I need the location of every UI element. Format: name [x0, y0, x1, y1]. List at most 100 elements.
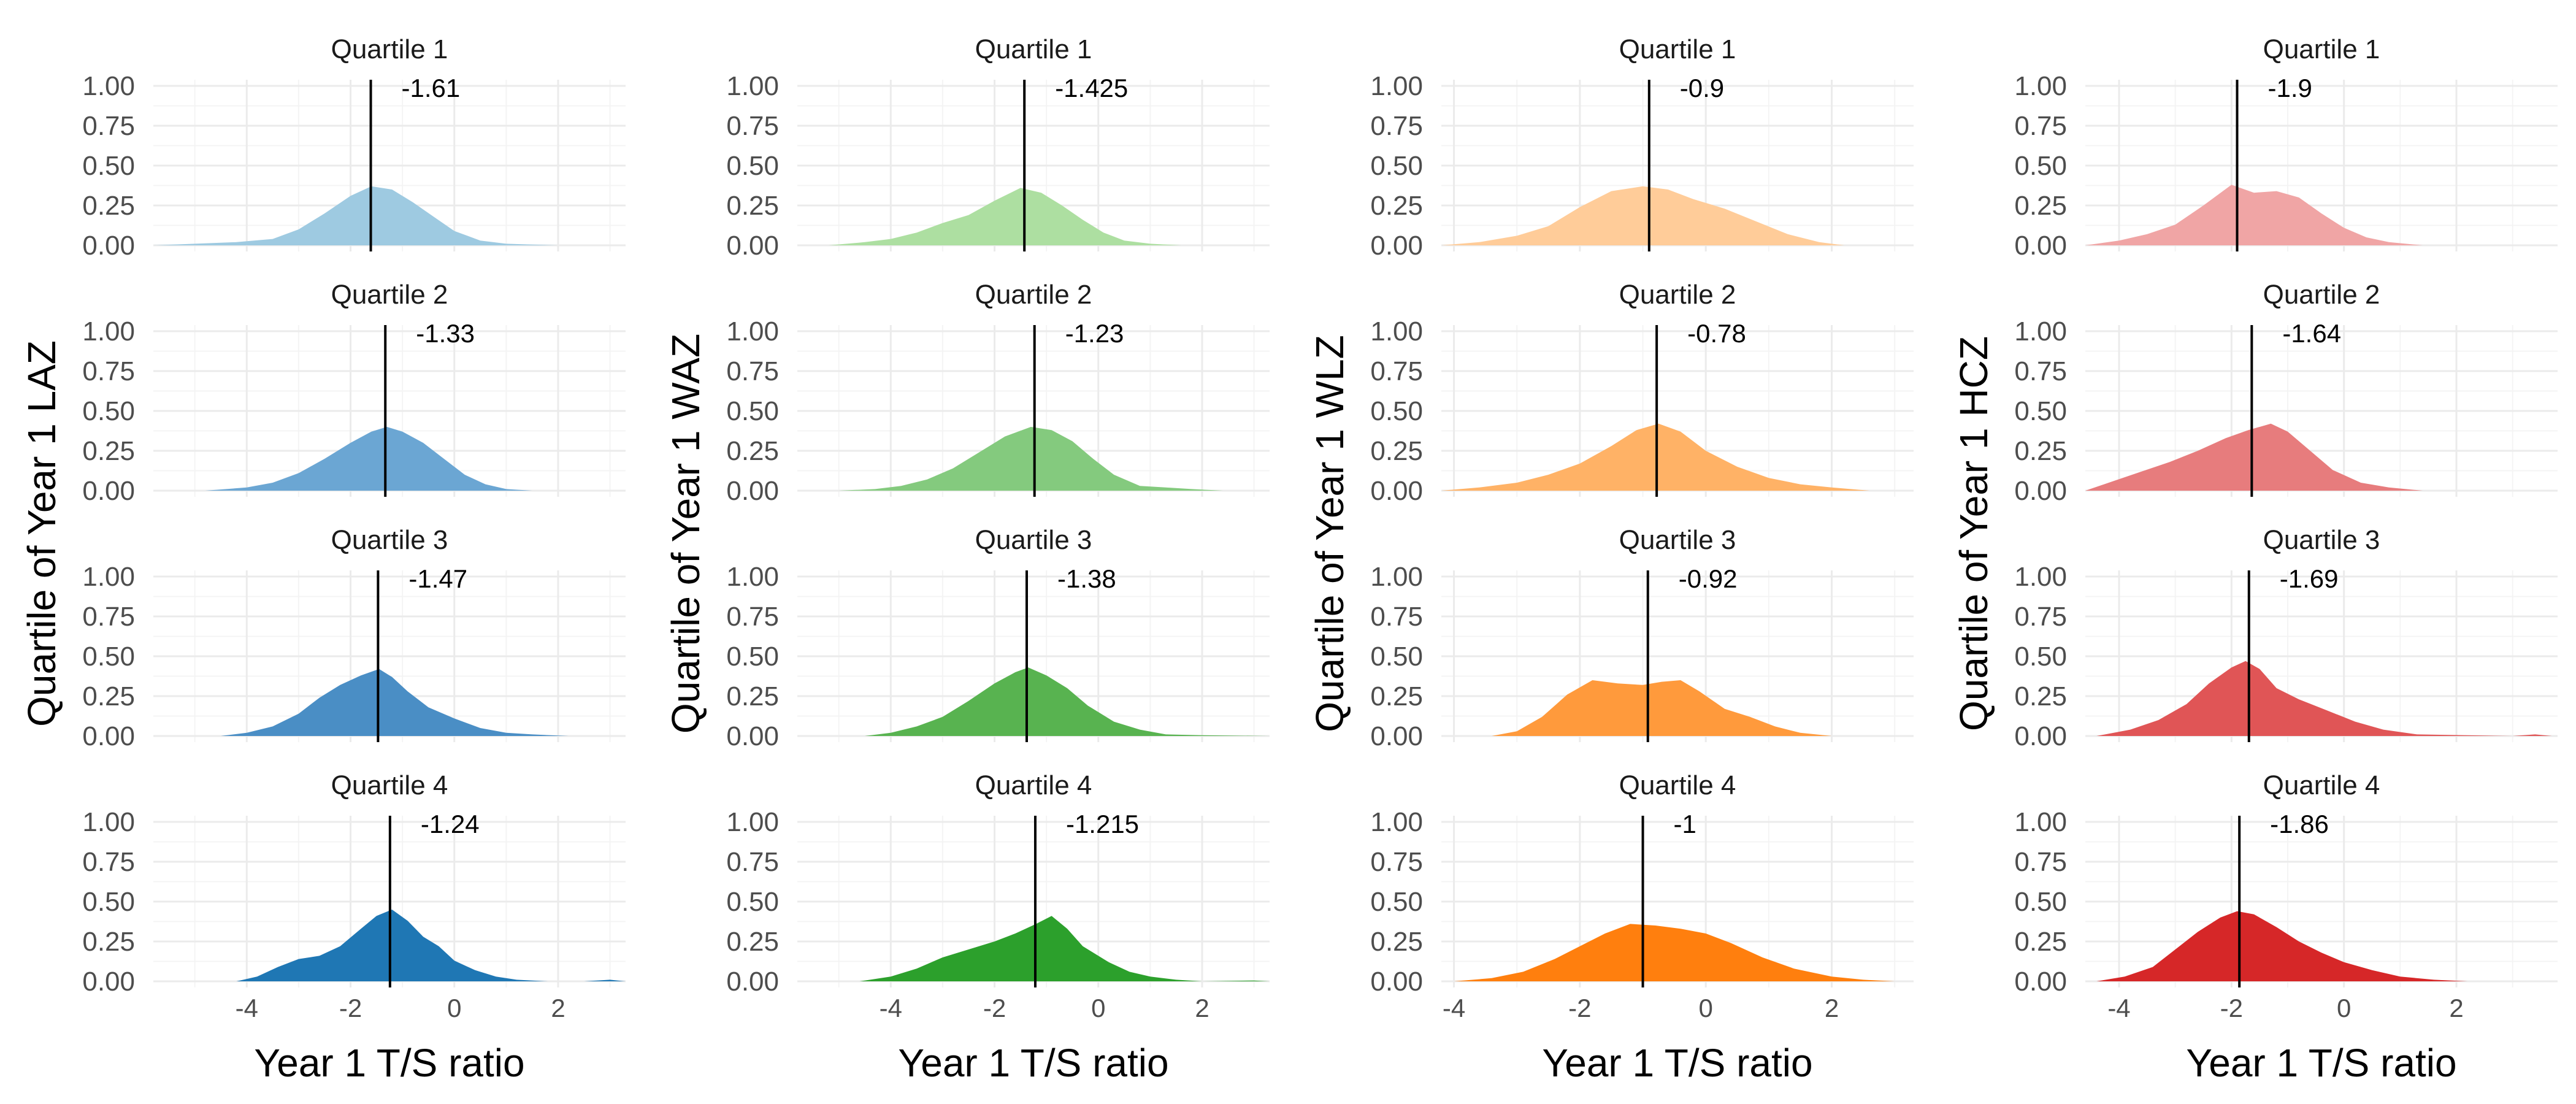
column-4: -1.9 Quartile 1 0.00 0.25 0.50 0.75 1.00 -1.64 Q…	[1952, 34, 2558, 1085]
y-tick-label: 0.50	[2014, 151, 2067, 181]
strip-title: Quartile 2	[975, 280, 1092, 310]
panel-2-3: -1.38 Quartile 3 0.00 0.25 0.50 0.75 1.00	[726, 525, 1270, 751]
y-tick-label: 0.75	[726, 111, 779, 141]
y-tick-label: 0.00	[2014, 231, 2067, 261]
y-tick-label: 0.00	[2014, 476, 2067, 506]
y-tick-label: 1.00	[82, 807, 135, 837]
median-label: -1.61	[402, 74, 461, 102]
y-axis-label: Quartile of Year 1 HCZ	[1952, 336, 1996, 731]
x-axis-label: Year 1 T/S ratio	[898, 1041, 1168, 1085]
x-tick-label: -2	[983, 994, 1006, 1022]
x-tick-label: -2	[2220, 994, 2243, 1022]
strip-title: Quartile 2	[2263, 280, 2380, 310]
x-tick-label: 2	[1195, 994, 1209, 1022]
density-area	[838, 427, 1223, 491]
y-tick-label: 0.00	[2014, 721, 2067, 751]
y-tick-label: 1.00	[726, 807, 779, 837]
y-tick-label: 0.25	[82, 927, 135, 957]
y-tick-label: 0.75	[82, 602, 135, 632]
y-tick-label: 0.00	[726, 721, 779, 751]
y-tick-label: 0.50	[1370, 151, 1423, 181]
panel-3-4: -1 Quartile 4 0.00 0.25 0.50 0.75 1.00	[1370, 770, 1914, 997]
strip-title: Quartile 3	[975, 525, 1092, 555]
y-tick-label: 1.00	[726, 316, 779, 347]
median-label: -1.38	[1057, 564, 1116, 593]
x-tick-label: -4	[2107, 994, 2130, 1022]
y-tick-label: 0.25	[1370, 927, 1423, 957]
panel-1-3: -1.47 Quartile 3 0.00 0.25 0.50 0.75 1.00	[82, 525, 626, 751]
y-tick-label: 0.00	[726, 967, 779, 997]
median-label: -1.9	[2268, 74, 2312, 102]
strip-title: Quartile 2	[1619, 280, 1736, 310]
strip-title: Quartile 1	[1619, 34, 1736, 64]
y-axis-label: Quartile of Year 1 WLZ	[1308, 335, 1352, 732]
y-tick-label: 0.50	[1370, 642, 1423, 672]
density-area	[2085, 423, 2423, 491]
density-area	[236, 910, 626, 981]
y-tick-label: 0.25	[82, 436, 135, 466]
x-tick-label: -4	[236, 994, 258, 1022]
y-tick-label: 0.75	[1370, 111, 1423, 141]
median-label: -1.33	[416, 319, 475, 348]
y-tick-label: 0.00	[2014, 967, 2067, 997]
y-tick-label: 0.50	[726, 151, 779, 181]
y-tick-label: 0.75	[82, 356, 135, 386]
x-axis-label: Year 1 T/S ratio	[254, 1041, 524, 1085]
y-tick-label: 0.00	[82, 476, 135, 506]
y-tick-label: 0.75	[726, 602, 779, 632]
y-tick-label: 0.00	[1370, 721, 1423, 751]
y-tick-label: 0.00	[82, 967, 135, 997]
y-tick-label: 0.75	[1370, 847, 1423, 877]
y-tick-label: 0.25	[2014, 927, 2067, 957]
y-tick-label: 1.00	[2014, 316, 2067, 347]
strip-title: Quartile 4	[331, 770, 448, 800]
x-tick-label: 0	[1699, 994, 1713, 1022]
panel-2-1: -1.425 Quartile 1 0.00 0.25 0.50 0.75 1.00	[726, 34, 1270, 261]
y-tick-label: 0.25	[726, 681, 779, 711]
density-area	[153, 186, 626, 245]
density-area	[865, 667, 1270, 736]
density-area	[1454, 924, 1895, 981]
density-area	[1441, 186, 1845, 245]
median-label: -1	[1674, 810, 1696, 838]
y-tick-label: 0.00	[726, 476, 779, 506]
y-tick-label: 1.00	[82, 562, 135, 592]
y-tick-label: 0.50	[726, 396, 779, 426]
y-tick-label: 0.50	[2014, 396, 2067, 426]
panel-4-4: -1.86 Quartile 4 0.00 0.25 0.50 0.75 1.00	[2014, 770, 2558, 997]
y-tick-label: 0.25	[2014, 681, 2067, 711]
y-tick-label: 0.50	[2014, 887, 2067, 917]
strip-title: Quartile 3	[331, 525, 448, 555]
strip-title: Quartile 4	[1619, 770, 1736, 800]
y-tick-label: 0.75	[1370, 602, 1423, 632]
x-tick-label: -4	[1443, 994, 1465, 1022]
y-tick-label: 0.75	[726, 356, 779, 386]
y-tick-label: 0.25	[1370, 436, 1423, 466]
y-tick-label: 0.50	[82, 642, 135, 672]
y-tick-label: 1.00	[2014, 807, 2067, 837]
y-tick-label: 0.00	[82, 231, 135, 261]
density-area	[828, 188, 1182, 245]
x-tick-label: 0	[447, 994, 461, 1022]
y-axis-label: Quartile of Year 1 WAZ	[664, 334, 708, 734]
density-area	[859, 916, 1270, 981]
y-tick-label: 0.25	[82, 681, 135, 711]
y-tick-label: 0.50	[1370, 887, 1423, 917]
density-area	[1492, 680, 1832, 736]
x-tick-label: 0	[2337, 994, 2351, 1022]
panel-3-3: -0.92 Quartile 3 0.00 0.25 0.50 0.75 1.00	[1370, 525, 1914, 751]
strip-title: Quartile 1	[2263, 34, 2380, 64]
y-tick-label: 1.00	[82, 71, 135, 101]
y-tick-label: 0.75	[2014, 356, 2067, 386]
y-tick-label: 0.25	[726, 436, 779, 466]
y-axis-label: Quartile of Year 1 LAZ	[20, 340, 64, 727]
y-tick-label: 1.00	[1370, 807, 1423, 837]
x-tick-label: 2	[551, 994, 565, 1022]
y-tick-label: 0.25	[2014, 191, 2067, 221]
median-label: -1.23	[1065, 319, 1124, 348]
y-tick-label: 0.00	[1370, 476, 1423, 506]
y-tick-label: 0.75	[1370, 356, 1423, 386]
x-axis-label: Year 1 T/S ratio	[1542, 1041, 1812, 1085]
